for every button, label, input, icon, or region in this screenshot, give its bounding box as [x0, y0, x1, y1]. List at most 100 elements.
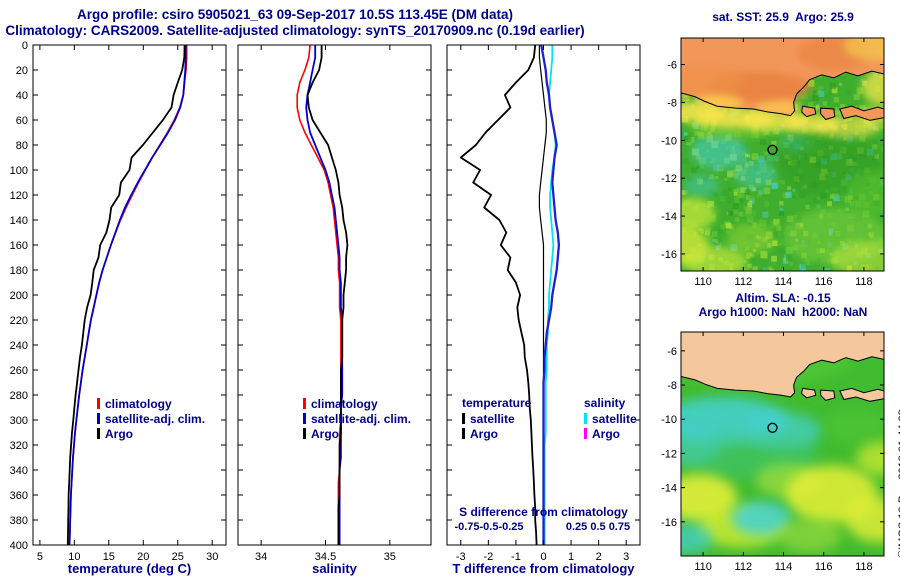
legend-label: satellite-adj. clim.: [311, 411, 412, 426]
depth-tick-label: 380: [10, 515, 28, 527]
depth-tick-label: 140: [10, 215, 28, 227]
legend-label: satellite-adj. clim.: [105, 411, 206, 426]
plot-sal: 34 34.5 35: [237, 44, 432, 563]
map-lat-tick-label: -16: [661, 249, 677, 261]
figure-title: Argo profile: csiro 5905021_63 09-Sep-20…: [77, 7, 513, 22]
x-tick-label: 10: [68, 551, 80, 563]
x-tick-label: 1: [568, 551, 574, 563]
legend-label: Argo: [311, 426, 339, 441]
x-tick-label: -1: [511, 551, 521, 563]
legend-label: satellite: [470, 411, 515, 426]
map-sla: 110 112 114 116 118 -6 -8 -10 -12 -14 -16: [661, 331, 885, 573]
x-tick-label: -3: [456, 551, 466, 563]
climatology-line-marker: [97, 398, 100, 409]
sla-map-title: Altim. SLA: -0.15: [735, 291, 831, 305]
depth-tick-label: 40: [16, 90, 28, 102]
legend-item-satellite: satellite: [584, 411, 637, 426]
legend-label: climatology: [105, 396, 172, 411]
x-tick-label: 25: [172, 551, 184, 563]
map-lon-tick-label: 110: [694, 276, 712, 288]
x-tick-label: 3: [623, 551, 629, 563]
series-t-diff-argo: [459, 45, 538, 545]
map-lat-tick-label: -12: [661, 173, 677, 185]
map-lat-tick-label: -6: [667, 60, 677, 72]
s-difference-left-ticks: -0.75-0.5-0.25: [454, 521, 524, 533]
map-lat-tick-label: -6: [667, 346, 677, 358]
x-tick-label: 30: [206, 551, 218, 563]
coastline: [681, 332, 884, 398]
x-tick-label: 20: [137, 551, 149, 563]
depth-tick-label: 340: [10, 465, 28, 477]
map-lat-tick-label: -8: [667, 380, 677, 392]
legend-label: satellite: [592, 411, 637, 426]
t-diff-satellite-marker: [462, 413, 465, 424]
satellite-clim-line-marker: [97, 413, 100, 424]
s-difference-right-ticks: 0.25 0.5 0.75: [565, 521, 631, 533]
plot-diff: -3 -2 -1 0 1 2 3: [446, 44, 641, 563]
depth-tick-label: 300: [10, 415, 28, 427]
map-lat-tick-label: -16: [661, 517, 677, 529]
map-lon-tick-label: 114: [775, 561, 793, 573]
map-lon-tick-label: 116: [815, 276, 833, 288]
legend-item-argo: Argo: [462, 426, 531, 441]
s-diff-satellite-marker: [584, 413, 587, 424]
legend-item-argo: Argo: [97, 426, 205, 441]
depth-tick-label: 360: [10, 490, 28, 502]
t-diff-argo-marker: [462, 428, 465, 439]
legend-item-satellite: satellite: [462, 411, 531, 426]
sla-land-layer: [681, 332, 884, 402]
temperature-axis-label: temperature (deg C): [67, 561, 192, 576]
depth-tick-label: 80: [16, 140, 28, 152]
map-lat-tick-label: -14: [661, 483, 677, 495]
x-tick-label: 15: [103, 551, 115, 563]
x-tick-label: 34.5: [315, 551, 336, 563]
depth-tick-label: 280: [10, 390, 28, 402]
diff-legend-salinity-header: salinity: [584, 396, 626, 410]
map-lon-tick-label: 112: [735, 276, 753, 288]
argo-line-marker: [303, 428, 306, 439]
map-lat-tick-label: -8: [667, 97, 677, 109]
temperature-plot-legend: climatology satellite-adj. clim. Argo: [97, 396, 205, 441]
depth-tick-label: 240: [10, 340, 28, 352]
map-lon-tick-label: 110: [694, 561, 712, 573]
legend-label: climatology: [311, 396, 378, 411]
depth-tick-label: 200: [10, 290, 28, 302]
map-lon-tick-label: 112: [735, 561, 753, 573]
depth-tick-label: 220: [10, 315, 28, 327]
salinity-plot-legend: climatology satellite-adj. clim. Argo: [303, 396, 411, 441]
sst-map-title: sat. SST: 25.9 Argo: 25.9: [712, 10, 854, 24]
legend-label: Argo: [592, 426, 620, 441]
map-lon-tick-label: 118: [855, 561, 873, 573]
series-s-diff-argo: [540, 45, 561, 545]
diff-legend-temperature: temperature satellite Argo: [462, 396, 531, 441]
argo-heights-title: Argo h1000: NaN h2000: NaN: [698, 305, 868, 319]
t-difference-axis-label: T difference from climatology: [452, 561, 635, 576]
x-tick-label: 0: [540, 551, 546, 563]
map-lon-tick-label: 118: [855, 276, 873, 288]
depth-tick-label: 120: [10, 190, 28, 202]
legend-item-argo: Argo: [584, 426, 637, 441]
map-lat-tick-label: -10: [661, 135, 677, 147]
legend-item-climatology: climatology: [97, 396, 205, 411]
legend-item-satellite-clim: satellite-adj. clim.: [303, 411, 411, 426]
map-lat-tick-label: -10: [661, 414, 677, 426]
s-difference-axis-label: S difference from climatology: [459, 505, 628, 519]
x-tick-label: 2: [596, 551, 602, 563]
argo-line-marker: [97, 428, 100, 439]
depth-tick-label: 0: [22, 40, 28, 52]
legend-label: Argo: [470, 426, 498, 441]
depth-tick-label: 400: [10, 540, 28, 552]
x-tick-label: -2: [483, 551, 493, 563]
depth-tick-label: 100: [10, 165, 28, 177]
series-argo: [66, 45, 186, 545]
map-lon-tick-label: 116: [815, 561, 833, 573]
series-argo: [306, 45, 349, 545]
diff-legend-temperature-header: temperature: [462, 396, 532, 410]
depth-tick-label: 160: [10, 240, 28, 252]
legend-item-climatology: climatology: [303, 396, 411, 411]
depth-tick-label: 320: [10, 440, 28, 452]
sst-float-position-marker: [767, 144, 778, 155]
x-tick-label: 34: [255, 551, 267, 563]
